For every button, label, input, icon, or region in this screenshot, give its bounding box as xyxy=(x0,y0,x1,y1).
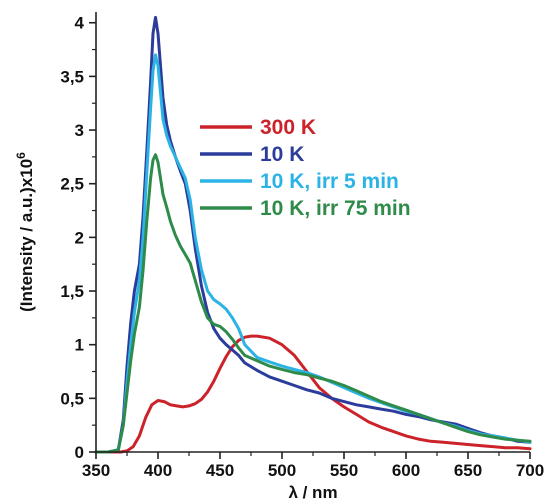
y-tick-label: 0,5 xyxy=(60,389,84,408)
y-tick-label: 4 xyxy=(75,14,85,33)
y-axis-title: (Intensity / a.u.)x106 xyxy=(14,152,36,312)
y-axis-ticks: 0 0,5 1 1,5 2 2,5 3 3,5 4 xyxy=(60,14,96,462)
y-tick-label: 0 xyxy=(75,443,84,462)
x-tick-label: 700 xyxy=(516,461,544,480)
x-tick-label: 600 xyxy=(392,461,420,480)
y-tick-label: 1,5 xyxy=(60,282,84,301)
legend: 300 K 10 K 10 K, irr 5 min 10 K, irr 75 min xyxy=(200,116,411,220)
y-tick-label: 2,5 xyxy=(60,175,84,194)
plot-series-group xyxy=(94,15,532,454)
y-axis-title-superscript: 6 xyxy=(14,152,28,159)
legend-label: 10 K, irr 5 min xyxy=(260,170,399,193)
y-tick-label: 3 xyxy=(75,121,84,140)
x-axis-title: λ / nm xyxy=(288,483,337,502)
legend-label: 10 K xyxy=(260,143,304,166)
x-tick-label: 650 xyxy=(454,461,482,480)
x-tick-label: 350 xyxy=(82,461,110,480)
series-line xyxy=(94,153,532,454)
legend-label: 300 K xyxy=(260,116,316,139)
x-tick-label: 500 xyxy=(268,461,296,480)
x-tick-label: 450 xyxy=(206,461,234,480)
y-axis-title-text: (Intensity / a.u.)x10 xyxy=(17,159,36,312)
series-line xyxy=(94,334,532,454)
series-line xyxy=(94,15,532,454)
y-tick-label: 2 xyxy=(75,228,84,247)
x-tick-label: 550 xyxy=(330,461,358,480)
y-tick-label: 3,5 xyxy=(60,67,84,86)
x-tick-label: 400 xyxy=(144,461,172,480)
y-tick-label: 1 xyxy=(75,336,84,355)
legend-label: 10 K, irr 75 min xyxy=(260,197,411,220)
x-axis-ticks: 350 400 450 500 550 600 650 700 xyxy=(82,452,544,480)
